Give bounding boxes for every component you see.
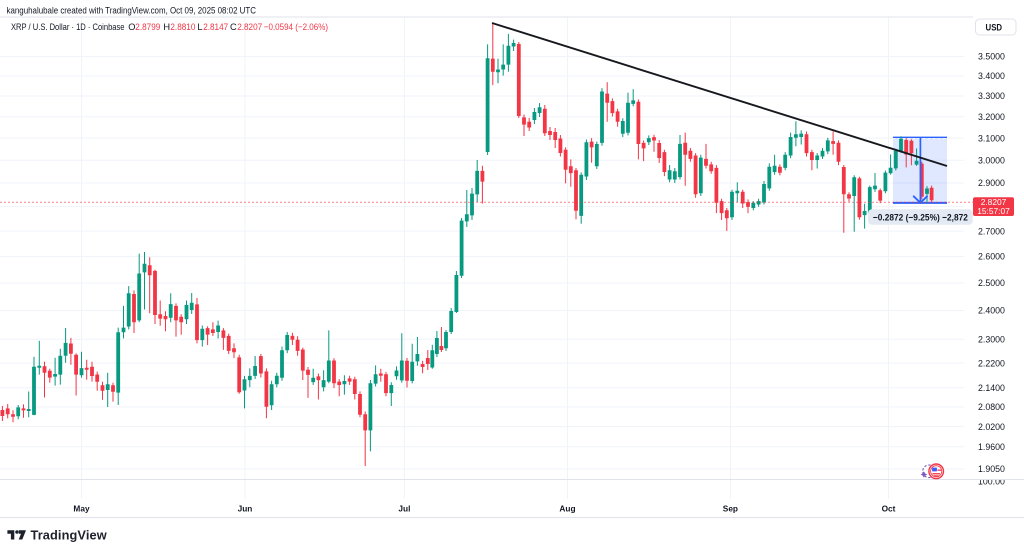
svg-text:2.1400: 2.1400 — [978, 383, 1005, 393]
svg-text:−0.0594 (−2.06%): −0.0594 (−2.06%) — [264, 22, 328, 32]
svg-text:O: O — [128, 22, 135, 32]
svg-text:H: H — [163, 22, 170, 32]
svg-text:3.2000: 3.2000 — [978, 112, 1005, 122]
svg-text:May: May — [73, 504, 90, 514]
svg-text:1.9050: 1.9050 — [978, 464, 1005, 474]
svg-text:2.8207: 2.8207 — [237, 22, 262, 32]
svg-text:3.0000: 3.0000 — [978, 155, 1005, 165]
svg-text:3.3000: 3.3000 — [978, 91, 1005, 101]
svg-text:2.5000: 2.5000 — [978, 278, 1005, 288]
svg-text:2.8147: 2.8147 — [203, 22, 228, 32]
svg-text:2.0200: 2.0200 — [978, 422, 1005, 432]
svg-text:2.2200: 2.2200 — [978, 358, 1005, 368]
svg-text:USD: USD — [986, 23, 1003, 33]
svg-text:XRP / U.S. Dollar · 1D · Coinb: XRP / U.S. Dollar · 1D · Coinbase — [11, 22, 125, 32]
svg-text:kanguhalubale created with Tra: kanguhalubale created with TradingView.c… — [7, 5, 257, 15]
svg-text:2.9000: 2.9000 — [978, 178, 1005, 188]
svg-text:L: L — [197, 22, 202, 32]
svg-text:3.4000: 3.4000 — [978, 71, 1005, 81]
svg-text:3.5000: 3.5000 — [978, 52, 1005, 62]
svg-text:Sep: Sep — [723, 504, 738, 514]
svg-text:2.3000: 2.3000 — [978, 334, 1005, 344]
svg-text:1.9600: 1.9600 — [978, 442, 1005, 452]
svg-text:2.8810: 2.8810 — [170, 22, 195, 32]
svg-text:2.6000: 2.6000 — [978, 252, 1005, 262]
svg-text:2.7000: 2.7000 — [978, 226, 1005, 236]
svg-text:Aug: Aug — [559, 504, 575, 514]
svg-text:Jul: Jul — [398, 504, 410, 514]
svg-text:100.00: 100.00 — [978, 477, 1005, 487]
svg-text:−0.2872 (−9.25%) −2,872: −0.2872 (−9.25%) −2,872 — [873, 212, 968, 222]
svg-text:2.4000: 2.4000 — [978, 306, 1005, 316]
svg-text:2.8799: 2.8799 — [135, 22, 160, 32]
svg-text:Oct: Oct — [882, 504, 896, 514]
svg-text:2.0800: 2.0800 — [978, 402, 1005, 412]
svg-text:Jun: Jun — [238, 504, 253, 514]
svg-text:15:57:07: 15:57:07 — [977, 206, 1010, 216]
svg-text:TradingView: TradingView — [31, 528, 107, 543]
svg-text:2.8207: 2.8207 — [981, 197, 1007, 207]
svg-text:C: C — [230, 22, 237, 32]
svg-text:3.1000: 3.1000 — [978, 133, 1005, 143]
